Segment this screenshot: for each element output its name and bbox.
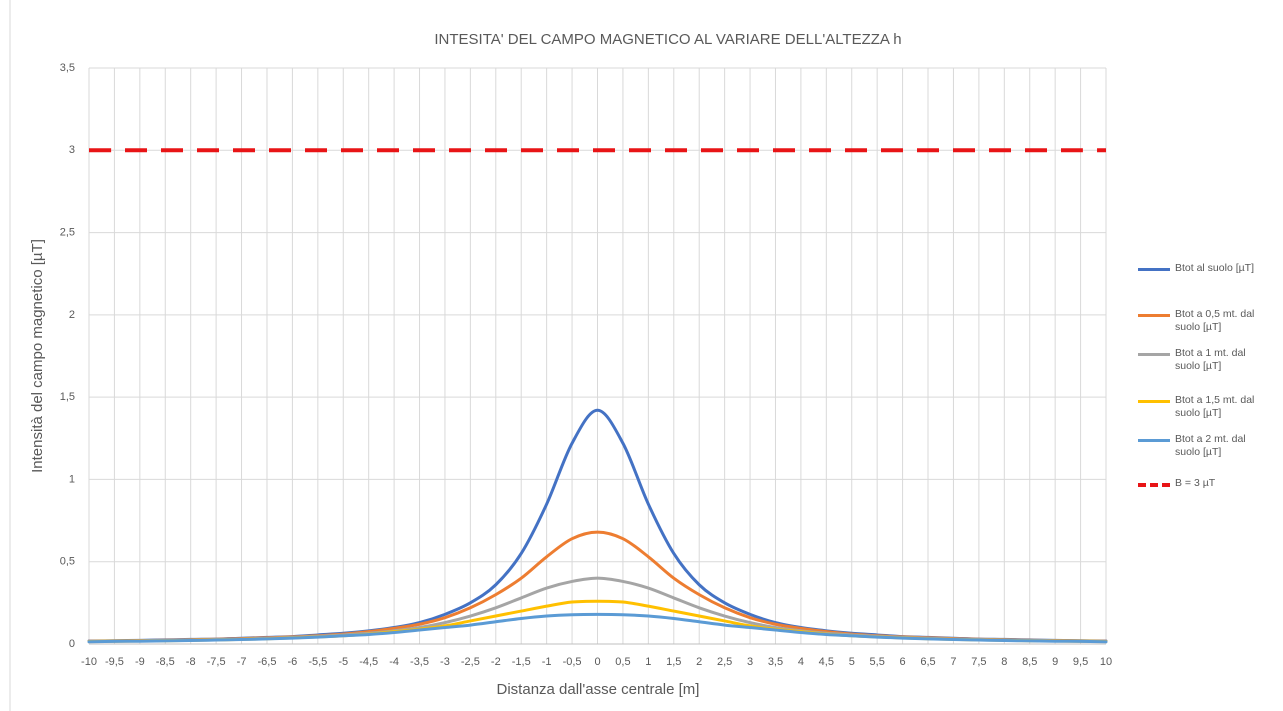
y-axis-label: Intensità del campo magnetico [µT] [29, 239, 46, 473]
x-tick-label: -2,5 [461, 656, 480, 668]
x-tick-label: 4,5 [819, 656, 834, 668]
legend-item: Btot al suolo [µT] [1138, 262, 1278, 275]
x-tick-label: -3,5 [410, 656, 429, 668]
x-tick-label: 8,5 [1022, 656, 1037, 668]
x-tick-label: 5,5 [870, 656, 885, 668]
x-tick-label: 0,5 [615, 656, 630, 668]
legend-label: Btot a 2 mt. dal suolo [µT] [1175, 433, 1246, 458]
x-tick-label: 1,5 [666, 656, 681, 668]
x-axis-label: Distanza dall'asse centrale [m] [497, 681, 700, 698]
x-tick-label: 3,5 [768, 656, 783, 668]
x-tick-label: 5 [849, 656, 855, 668]
x-tick-label: 1 [645, 656, 651, 668]
legend-swatch [1138, 314, 1170, 317]
x-tick-label: -10 [81, 656, 97, 668]
x-tick-label: 8 [1001, 656, 1007, 668]
x-tick-label: 6,5 [920, 656, 935, 668]
x-tick-label: -9 [135, 656, 145, 668]
x-tick-label: 2 [696, 656, 702, 668]
legend-label: Btot a 1 mt. dal suolo [µT] [1175, 347, 1246, 372]
x-tick-label: -6 [288, 656, 298, 668]
legend-item: Btot a 1,5 mt. dal suolo [µT] [1138, 394, 1278, 420]
y-tick-label: 2,5 [60, 226, 75, 238]
legend-item: Btot a 0,5 mt. dal suolo [µT] [1138, 308, 1278, 334]
legend-swatch [1138, 439, 1170, 442]
x-tick-label: -1,5 [512, 656, 531, 668]
y-tick-label: 2 [69, 309, 75, 321]
legend-swatch [1138, 353, 1170, 356]
x-tick-label: -2 [491, 656, 501, 668]
legend-swatch [1138, 400, 1170, 403]
x-tick-label: 9 [1052, 656, 1058, 668]
y-tick-label: 0,5 [60, 556, 75, 568]
legend-label: Btot al suolo [µT] [1175, 262, 1255, 274]
y-tick-label: 1,5 [60, 391, 75, 403]
legend-swatch [1138, 483, 1170, 487]
x-tick-label: -9,5 [105, 656, 124, 668]
legend-label: Btot a 1,5 mt. dal suolo [µT] [1175, 394, 1255, 419]
legend-swatch [1138, 268, 1170, 271]
x-tick-label: 2,5 [717, 656, 732, 668]
legend-item: Btot a 2 mt. dal suolo [µT] [1138, 433, 1278, 459]
x-tick-label: -4 [389, 656, 399, 668]
x-tick-label: -5,5 [308, 656, 327, 668]
x-tick-label: -1 [542, 656, 552, 668]
x-tick-label: -4,5 [359, 656, 378, 668]
x-tick-label: 6 [900, 656, 906, 668]
y-tick-label: 0 [69, 638, 75, 650]
x-tick-label: 4 [798, 656, 804, 668]
x-tick-label: 7 [950, 656, 956, 668]
chart-border [9, 0, 1283, 711]
x-tick-label: -8,5 [156, 656, 175, 668]
y-tick-label: 3 [69, 144, 75, 156]
x-tick-label: 7,5 [971, 656, 986, 668]
x-tick-label: -8 [186, 656, 196, 668]
x-tick-label: -0,5 [563, 656, 582, 668]
chart-title: INTESITA' DEL CAMPO MAGNETICO AL VARIARE… [434, 31, 901, 48]
legend-item: B = 3 µT [1138, 477, 1278, 490]
x-tick-label: -6,5 [257, 656, 276, 668]
x-tick-label: -3 [440, 656, 450, 668]
x-tick-label: 10 [1100, 656, 1112, 668]
x-tick-label: 3 [747, 656, 753, 668]
x-tick-label: -7,5 [207, 656, 226, 668]
legend-item: Btot a 1 mt. dal suolo [µT] [1138, 347, 1278, 373]
y-tick-label: 1 [69, 473, 75, 485]
x-tick-label: 9,5 [1073, 656, 1088, 668]
y-tick-label: 3,5 [60, 62, 75, 74]
legend-label: B = 3 µT [1175, 477, 1216, 489]
x-tick-label: -7 [237, 656, 247, 668]
series-line [87, 612, 1108, 644]
legend-label: Btot a 0,5 mt. dal suolo [µT] [1175, 308, 1255, 333]
x-tick-label: 0 [594, 656, 600, 668]
x-tick-label: -5 [338, 656, 348, 668]
